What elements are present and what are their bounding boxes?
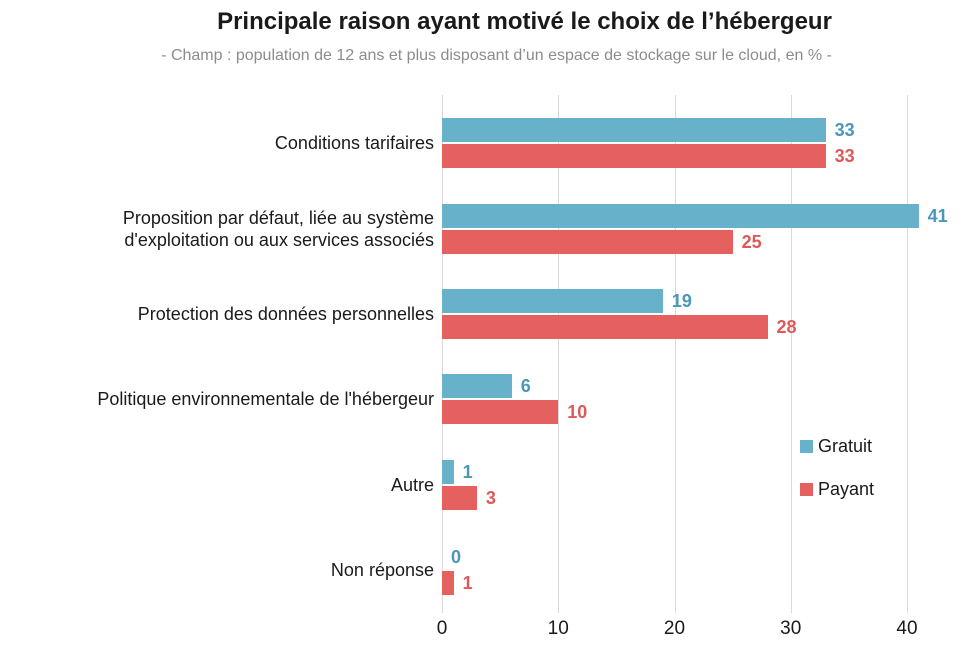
- legend-label-gratuit: Gratuit: [818, 436, 873, 456]
- value-label-payant-1: 25: [741, 232, 762, 252]
- bar-gratuit-2: [442, 289, 663, 313]
- value-label-payant-0: 33: [834, 146, 855, 166]
- value-label-gratuit-4: 1: [462, 462, 473, 482]
- chart-title: Principale raison ayant motivé le choix …: [217, 8, 832, 35]
- x-tick-label-40: 40: [896, 618, 918, 639]
- value-label-payant-2: 28: [776, 317, 797, 337]
- x-axis: 0 10 20 30 40: [437, 618, 969, 646]
- value-label-gratuit-5: 0: [451, 547, 462, 567]
- value-label-payant-4: 3: [485, 488, 496, 508]
- x-tick-label-20: 20: [663, 618, 686, 639]
- gridline-30: [790, 95, 792, 613]
- legend-swatch-payant: [800, 482, 813, 496]
- plot-area: 33 33 41 25 19 28 6 10 1 3 0 1: [442, 95, 969, 613]
- bar-payant-5: [442, 571, 454, 595]
- bar-gratuit-3: [442, 374, 512, 398]
- value-label-gratuit-1: 41: [927, 206, 948, 226]
- category-label-5: Non réponse: [330, 560, 434, 580]
- bar-payant-3: [442, 400, 559, 424]
- value-label-gratuit-3: 6: [520, 376, 531, 396]
- category-label-4: Autre: [390, 475, 434, 495]
- category-label-2: Protection des données personnelles: [137, 304, 434, 324]
- category-label-3: Politique environnementale de l'hébergeu…: [97, 389, 434, 409]
- bar-gratuit-1: [442, 204, 919, 228]
- bar-payant-2: [442, 315, 768, 339]
- bar-payant-4: [442, 486, 477, 510]
- legend-swatch-gratuit: [800, 439, 813, 453]
- value-label-gratuit-0: 33: [834, 120, 855, 140]
- value-label-payant-3: 10: [567, 402, 588, 422]
- legend-label-payant: Payant: [818, 479, 875, 499]
- bar-gratuit-0: [442, 118, 826, 142]
- gridline-10: [558, 95, 560, 613]
- category-labels: Conditions tarifaires Proposition par déf…: [0, 0, 434, 655]
- value-label-payant-5: 1: [462, 573, 473, 593]
- gridline-0: [442, 95, 443, 613]
- chart-subtitle: - Champ : population de 12 ans et plus d…: [161, 47, 832, 64]
- category-label-0: Conditions tarifaires: [274, 133, 434, 153]
- bar-payant-0: [442, 144, 826, 168]
- x-tick-label-30: 30: [780, 618, 802, 639]
- bar-gratuit-4: [442, 460, 454, 484]
- legend: Gratuit Payant: [800, 436, 874, 522]
- legend-item-payant: Payant: [800, 479, 874, 499]
- gridline-40: [907, 95, 908, 613]
- bar-payant-1: [442, 230, 733, 254]
- value-label-gratuit-2: 19: [671, 291, 692, 311]
- x-tick-label-10: 10: [547, 618, 569, 639]
- legend-item-gratuit: Gratuit: [800, 436, 874, 456]
- gridline-20: [674, 95, 676, 613]
- category-label-1: Proposition par défaut, liée au système …: [122, 208, 434, 250]
- x-tick-label-0: 0: [436, 618, 448, 639]
